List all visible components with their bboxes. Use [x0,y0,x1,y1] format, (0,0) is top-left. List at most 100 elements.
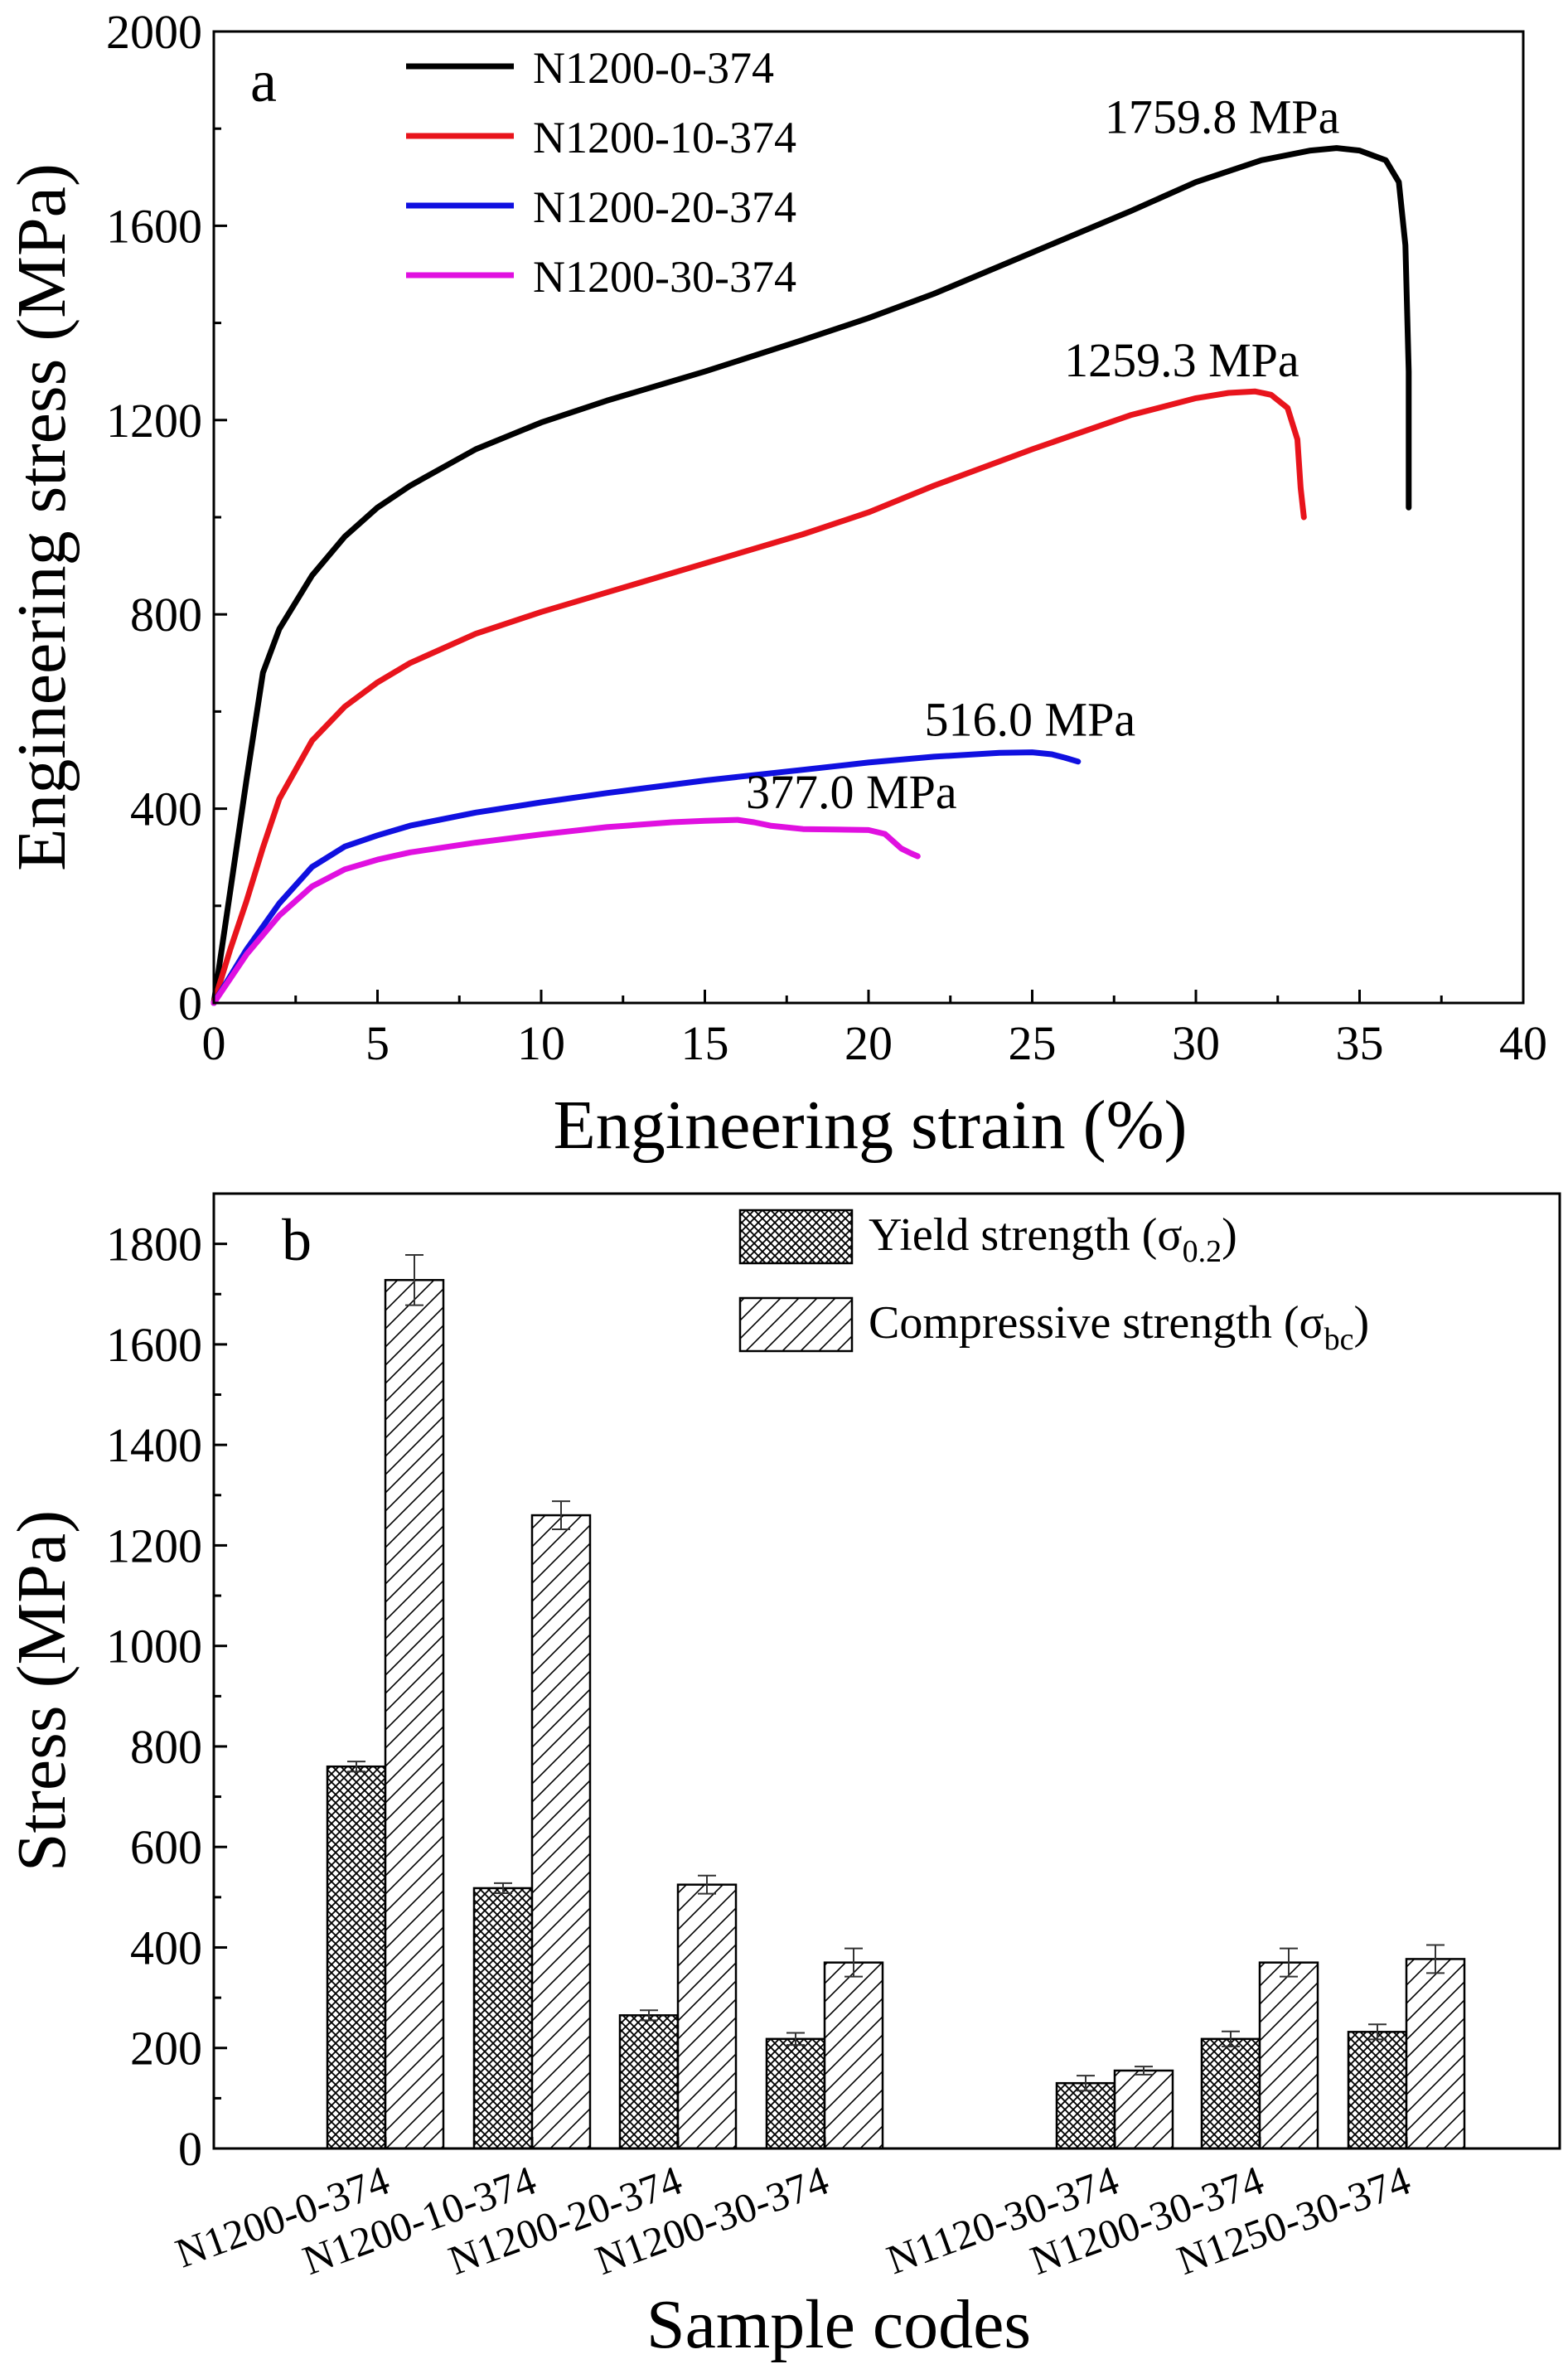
error-bar-compressive-N1200-0-374 [405,1253,423,1306]
y-tick-label: 600 [130,1820,202,1874]
bar-compressive-N1200-10-374 [530,1514,592,2150]
panel-b-letter: b [282,1207,312,1273]
panel-a-peak-labels: 1759.8 MPa 1259.3 MPa 516.0 MPa 377.0 MPa [746,90,1339,819]
legend-label-tail: ) [1354,1297,1370,1349]
bar-yield-N1120-30-374 [1055,2081,1116,2150]
x-tick-label: 10 [517,1016,565,1070]
panel-b-plot-frame [212,1192,1561,2150]
error-bar-yield-N1200-0-374 [347,1761,365,1773]
legend-label: N1200-10-374 [533,113,796,162]
panel-b-y-axis-label: Stress (MPa) [3,1510,80,1872]
bar-compressive-N1200-30-374 [823,1961,884,2150]
x-tick-label: 40 [1499,1016,1547,1070]
error-bar-compressive-N1120-30-374 [1135,2066,1153,2076]
error-bar-compressive-N1250-30-374 [1426,1944,1445,1974]
x-tick-label: 15 [681,1016,729,1070]
y-tick-label: 800 [130,1720,202,1774]
x-tick-label: 35 [1336,1016,1384,1070]
y-tick-label: 2000 [106,5,202,59]
legend-item-N1200-10-374: N1200-10-374 [406,113,796,162]
x-tick-label: 30 [1172,1016,1220,1070]
panel-b-legend: Yield strength (σ0.2)Compressive strengt… [738,1209,1369,1357]
error-bar-yield-N1120-30-374 [1077,2075,1095,2092]
y-tick-label: 1600 [106,199,202,253]
y-tick-label: 400 [130,782,202,836]
x-tick-label: 5 [365,1016,390,1070]
error-bar-yield-N1250-30-374 [1368,2023,1387,2041]
legend-label-subscript: bc [1324,1322,1354,1357]
peak-label-N1200-20-374: 516.0 MPa [925,693,1136,747]
peak-label-N1200-10-374: 1259.3 MPa [1064,333,1299,387]
bar-yield-N1200-30-374 [1200,2037,1261,2150]
error-bar-compressive-N1200-20-374 [698,1874,716,1895]
panel-a-line-chart: a 1759.8 MPa 1259.3 MPa 516.0 MPa 377.0 MPa… [3,5,1547,1164]
panel-a-x-ticks: 0 5 10 15 20 25 30 35 40 [202,990,1547,1070]
panel-a-y-axis-label: Engineering stress (MPa) [3,163,80,871]
legend-label-main: Compressive strength (σ [869,1297,1324,1349]
legend-label-subscript: 0.2 [1183,1234,1222,1269]
bar-compressive-N1200-0-374 [384,1279,445,2150]
bar-compressive-N1200-20-374 [676,1883,738,2150]
bar-compressive-N1250-30-374 [1405,1958,1466,2150]
bar-yield-N1200-10-374 [472,1887,534,2150]
y-tick-label: 1800 [106,1218,202,1272]
bar-compressive-N1120-30-374 [1113,2069,1174,2150]
y-tick-label: 1400 [106,1418,202,1472]
legend-label: N1200-20-374 [533,182,796,232]
error-bar-compressive-N1200-30-374 [844,1947,863,1978]
error-bar-yield-N1200-30-374 [1222,2030,1240,2047]
panel-b-y-ticks: 0 200 400 600 800 1000 1200 1400 1600 1800 [106,1218,227,2176]
bar-compressive-N1200-30-374 [1258,1961,1319,2150]
bar-yield-N1200-30-374 [765,2037,826,2150]
x-tick-label: 20 [844,1016,893,1070]
x-tick-label: 0 [202,1016,226,1070]
panel-a-series-lines [211,145,1412,1006]
error-bar-compressive-N1200-10-374 [552,1500,570,1531]
y-tick-label: 400 [130,1921,202,1974]
panel-a-y-ticks: 0 400 800 1200 1600 2000 [106,5,227,1030]
y-tick-label: 1200 [106,1519,202,1572]
legend-item-compressive-strength: Compressive strength (σbc) [738,1296,1369,1357]
y-tick-label: 200 [130,2022,202,2076]
legend-label-tail: ) [1222,1209,1237,1261]
legend-item-yield-strength: Yield strength (σ0.2) [738,1209,1237,1269]
legend-label: N1200-30-374 [533,252,796,302]
legend-item-N1200-0-374: N1200-0-374 [406,43,774,93]
series-line-N1200-10-374 [211,388,1307,1006]
y-tick-label: 0 [178,2122,202,2176]
legend-item-N1200-20-374: N1200-20-374 [406,182,796,232]
bar-yield-N1250-30-374 [1347,2031,1408,2150]
panel-b-x-ticks: N1200-0-374N1200-10-374N1200-20-374N1200… [169,2137,1416,2284]
error-bar-compressive-N1200-30-374 [1280,1947,1298,1978]
series-line-N1200-30-374 [211,816,921,1006]
error-bar-yield-N1200-30-374 [786,2032,805,2047]
legend-label: N1200-0-374 [533,43,774,93]
peak-label-N1200-30-374: 377.0 MPa [746,765,957,819]
panel-a-legend: N1200-0-374 N1200-10-374 N1200-20-374 N1200… [406,43,796,302]
legend-swatch [738,1296,854,1353]
y-tick-label: 800 [130,588,202,642]
series-line-N1200-0-374 [211,145,1412,1006]
legend-item-N1200-30-374: N1200-30-374 [406,252,796,302]
panel-a-x-axis-label: Engineering strain (%) [553,1087,1187,1164]
panel-a-letter: a [250,48,277,114]
legend-label-main: Yield strength (σ [869,1209,1183,1261]
panel-b-bar-chart: b 0 200 400 600 800 1000 1200 1400 1600 1800 N120… [3,1192,1561,2363]
panel-b-error-bars [347,1253,1445,2092]
x-tick-label: 25 [1009,1016,1057,1070]
peak-label-N1200-0-374: 1759.8 MPa [1105,90,1340,144]
y-tick-label: 0 [178,976,202,1030]
y-tick-label: 1200 [106,394,202,448]
legend-label: Yield strength (σ0.2) [869,1209,1237,1269]
bar-yield-N1200-0-374 [326,1765,387,2150]
legend-label: Compressive strength (σbc) [869,1297,1369,1357]
series-line-N1200-20-374 [211,749,1082,1006]
error-bar-yield-N1200-10-374 [494,1882,512,1894]
error-bar-yield-N1200-20-374 [640,2009,658,2022]
legend-swatch [738,1209,854,1265]
panel-b-bars [326,1279,1466,2150]
bar-yield-N1200-20-374 [618,2014,680,2150]
y-tick-label: 1000 [106,1620,202,1674]
y-tick-label: 1600 [106,1318,202,1372]
